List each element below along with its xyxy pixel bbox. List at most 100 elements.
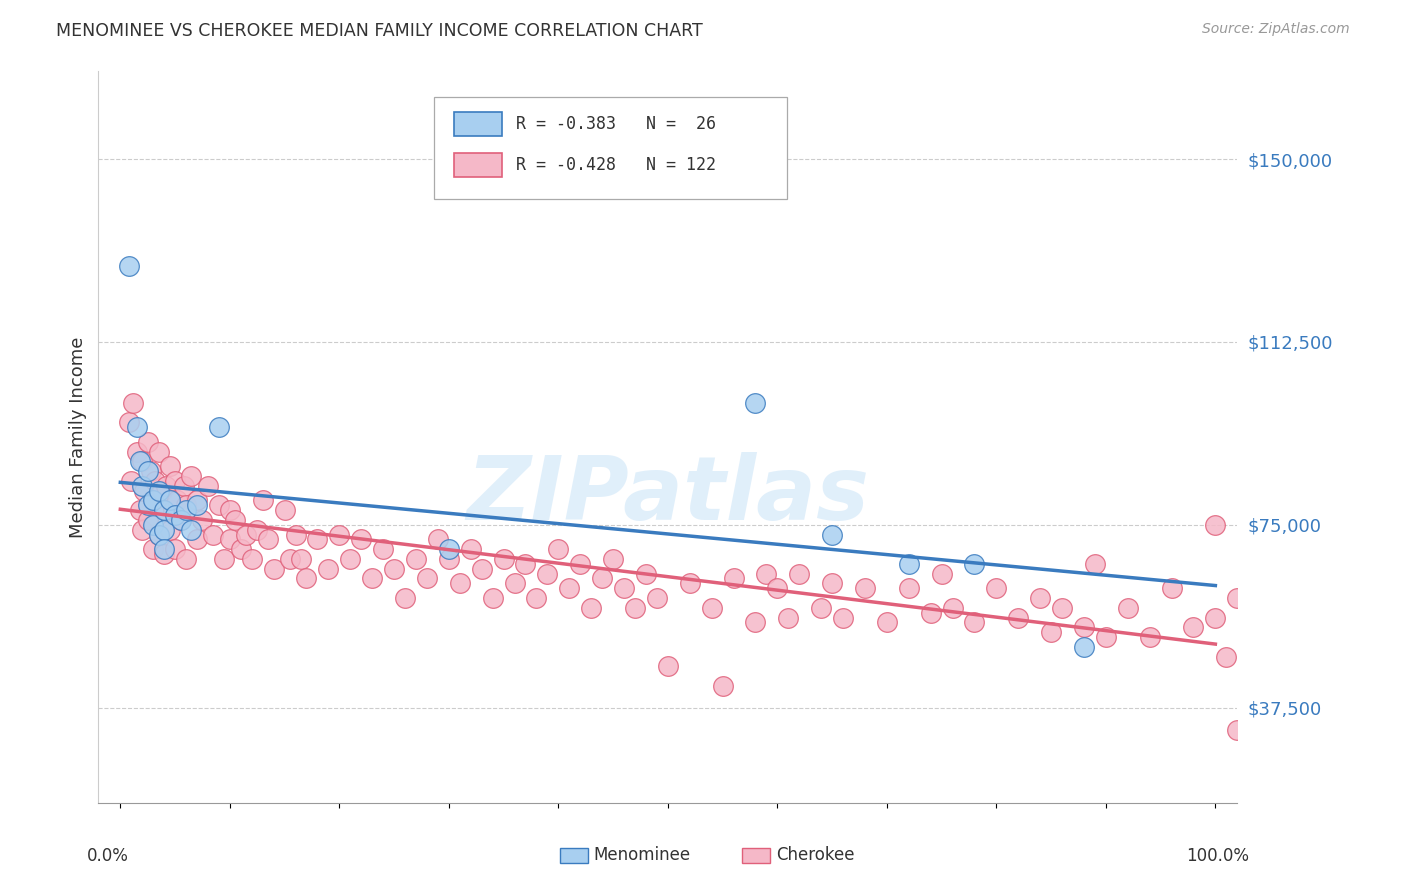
Point [569,557,592,571]
Point [460,542,482,557]
Point [471,562,494,576]
Text: Cherokee: Cherokee [776,847,855,864]
Point [481,591,503,605]
Point [173,479,195,493]
Point [1182,620,1205,634]
FancyBboxPatch shape [560,848,588,863]
Point [679,576,702,591]
Point [778,610,800,624]
Point [1073,640,1095,654]
Point [821,576,844,591]
Point [142,493,165,508]
Point [131,479,153,493]
Text: 0.0%: 0.0% [87,847,129,864]
Point [118,416,141,430]
Point [122,396,145,410]
Point [1160,581,1182,595]
Point [169,513,191,527]
Point [284,527,307,541]
Point [139,464,162,478]
Point [169,513,191,527]
Point [159,459,181,474]
Point [142,493,165,508]
Text: Source: ZipAtlas.com: Source: ZipAtlas.com [1202,22,1350,37]
Point [136,513,159,527]
Point [218,503,240,517]
Point [153,523,176,537]
Point [515,557,537,571]
Point [382,562,405,576]
Point [963,615,986,630]
Point [821,527,844,541]
Point [591,572,613,586]
Point [920,606,942,620]
Point [165,508,187,522]
Point [153,503,176,517]
Point [645,591,668,605]
Point [328,527,350,541]
Point [191,513,214,527]
Point [1116,600,1139,615]
Point [1084,557,1107,571]
Point [394,591,416,605]
Point [634,566,657,581]
Point [218,533,240,547]
Point [165,542,187,557]
Point [787,566,810,581]
FancyBboxPatch shape [434,97,787,200]
FancyBboxPatch shape [454,112,502,136]
Point [208,499,231,513]
Point [1007,610,1029,624]
Point [186,533,208,547]
Point [273,503,295,517]
Point [832,610,855,624]
Point [810,600,832,615]
Point [162,503,184,517]
Point [1215,649,1237,664]
Point [131,454,153,468]
Point [1226,723,1249,737]
Point [1095,630,1118,644]
Point [174,552,197,566]
Point [180,469,202,483]
Point [942,600,965,615]
Point [1050,600,1073,615]
Point [602,552,624,566]
Point [159,493,181,508]
Point [148,444,170,458]
Point [657,659,679,673]
Point [1204,517,1226,532]
Point [235,527,257,541]
Point [257,533,280,547]
Point [613,581,636,595]
Point [503,576,526,591]
Point [711,679,734,693]
Point [174,503,197,517]
Point [148,527,170,541]
Point [986,581,1008,595]
Point [165,474,187,488]
Point [145,474,167,488]
Point [723,572,745,586]
Point [1204,610,1226,624]
Point [1139,630,1161,644]
Text: 100.0%: 100.0% [1185,847,1249,864]
Point [426,533,449,547]
Point [624,600,647,615]
Point [150,483,173,498]
Text: Menominee: Menominee [593,847,690,864]
Point [449,576,471,591]
Point [416,572,439,586]
Point [295,572,318,586]
Point [159,523,181,537]
Y-axis label: Median Family Income: Median Family Income [69,336,87,538]
Point [290,552,312,566]
Point [350,533,373,547]
Point [197,479,219,493]
Point [1029,591,1052,605]
Point [579,600,602,615]
Point [1073,620,1095,634]
Point [766,581,789,595]
Point [744,396,766,410]
Point [246,523,269,537]
